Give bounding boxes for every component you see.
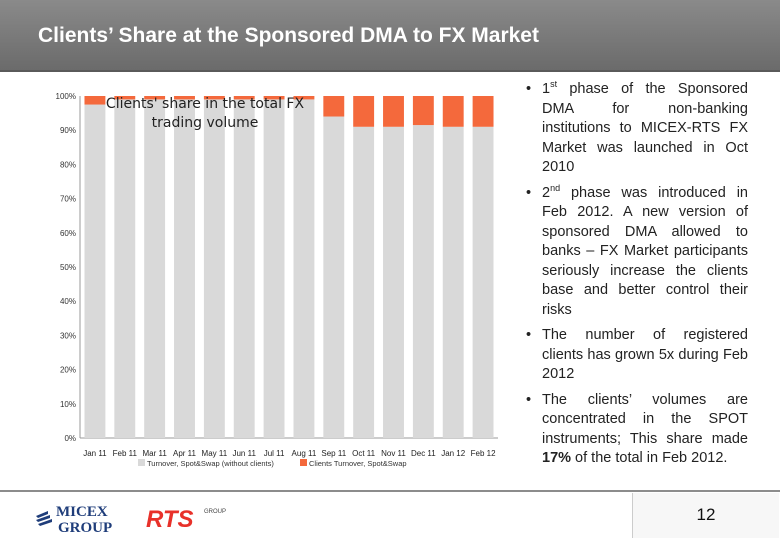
- legend-swatch: [300, 459, 307, 466]
- x-tick-label: Feb 12: [471, 449, 496, 458]
- y-tick-label: 10%: [60, 400, 76, 409]
- y-tick-label: 40%: [60, 297, 76, 306]
- bar-segment: [323, 96, 345, 117]
- rts-logo-group: GROUP: [204, 509, 226, 515]
- bar-segment: [84, 96, 106, 105]
- rts-logo-graphic: RTS GROUP: [146, 506, 226, 533]
- micex-group-logo: MICEX GROUP: [34, 500, 126, 536]
- y-tick-label: 0%: [64, 434, 76, 443]
- y-tick-label: 50%: [60, 263, 76, 272]
- bar-segment: [114, 96, 136, 100]
- micex-logo-word: MICEX: [56, 504, 108, 520]
- chart-canvas: 0% 10% 20% 30% 40% 50% 60% 70% 80% 90% 100% Jan 11 F…: [56, 92, 498, 468]
- x-tick-label: Feb 11: [113, 449, 138, 458]
- bullet-highlight: 17%: [542, 450, 572, 466]
- y-tick-label: 80%: [60, 160, 76, 169]
- x-tick-label: Sep 11: [321, 449, 346, 458]
- bar-segment: [323, 116, 345, 438]
- legend-label: Clients Turnover, Spot&Swap: [309, 459, 407, 468]
- bar-segment: [174, 96, 195, 100]
- bullet-item: • The clients’ volumes are concentrated i…: [520, 391, 748, 469]
- bar-segment: [174, 99, 195, 439]
- bar-segment: [353, 126, 375, 438]
- bar-segment: [84, 104, 106, 439]
- x-tick-label: May 11: [202, 449, 228, 458]
- bullet-text: 2: [542, 184, 551, 201]
- bullet-text-rest: phase was introduced in Feb 2012. A new …: [542, 184, 748, 318]
- x-tick-label: Oct 11: [352, 449, 376, 458]
- bar-segment: [263, 96, 285, 100]
- rts-group-logo: RTS GROUP: [146, 503, 236, 533]
- bullet-text-rest: of the total in Feb 2012.: [571, 450, 728, 466]
- header-divider: [0, 70, 780, 72]
- x-tick-label: Jul 11: [264, 449, 285, 458]
- slide-header: Clients’ Share at the Sponsored DMA to F…: [0, 0, 780, 72]
- bullet-item: • 1st phase of the Sponsored DMA for non-…: [520, 80, 748, 178]
- bullet-marker: •: [526, 391, 532, 408]
- x-tick-label: Jan 12: [441, 449, 466, 458]
- rts-logo-word: RTS: [146, 506, 194, 533]
- micex-logo-group: GROUP: [58, 520, 112, 536]
- bar-segment: [383, 126, 404, 438]
- x-tick-label: Nov 11: [381, 449, 406, 458]
- y-tick-label: 20%: [60, 366, 76, 375]
- legend-swatch: [138, 459, 145, 466]
- legend-label: Turnover, Spot&Swap (without clients): [147, 459, 274, 468]
- bar-segment: [144, 96, 166, 100]
- bullet-item: • The number of registered clients has gr…: [520, 326, 748, 385]
- bar-segment: [203, 96, 225, 100]
- bar-segment: [353, 96, 375, 127]
- bullet-ordinal: st: [550, 79, 558, 90]
- bullet-marker: •: [526, 327, 532, 343]
- bar-segment: [472, 96, 494, 127]
- bullet-item: • 2nd phase was introduced in Feb 2012. A…: [520, 182, 748, 321]
- x-tick-label: Jun 11: [232, 449, 256, 458]
- micex-logo-graphic: MICEX GROUP: [36, 504, 112, 536]
- page-number-box: 12: [632, 493, 779, 538]
- bullet-text: The number of registered clients has gro…: [542, 327, 748, 382]
- bullet-marker: •: [526, 81, 532, 97]
- bullet-text: 1: [542, 81, 551, 97]
- bullet-text-rest: phase of the Sponsored DMA for non-banki…: [542, 81, 748, 175]
- y-tick-label: 90%: [60, 126, 76, 135]
- bar-segment: [472, 126, 494, 438]
- bullet-text: The clients’ volumes are concentrated in…: [542, 391, 748, 447]
- bar-segment: [412, 96, 434, 126]
- bar-segment: [442, 126, 464, 438]
- bar-segment: [293, 96, 315, 100]
- x-tick-label: Apr 11: [173, 449, 197, 458]
- chart-title: Clients' share in the total FX trading v…: [105, 96, 305, 131]
- slide-title: Clients’ Share at the Sponsored DMA to F…: [38, 24, 539, 47]
- y-tick-label: 70%: [60, 195, 76, 204]
- bar-segment: [293, 99, 315, 439]
- y-tick-label: 30%: [60, 331, 76, 340]
- bar-segment: [233, 96, 255, 100]
- footer-divider: [0, 490, 780, 492]
- bar-segment: [412, 125, 434, 438]
- bullet-marker: •: [526, 184, 532, 201]
- bar-segment: [383, 96, 404, 127]
- bar-segment: [263, 99, 285, 439]
- bar-segment: [203, 99, 225, 439]
- x-tick-label: Mar 11: [142, 449, 167, 458]
- bar-segment: [144, 99, 166, 439]
- bar-segment: [442, 96, 464, 127]
- page-number: 12: [696, 505, 716, 524]
- x-tick-label: Jan 11: [83, 449, 107, 458]
- stacked-bar-chart: 0% 10% 20% 30% 40% 50% 60% 70% 80% 90% 100% Jan 11 F…: [20, 78, 520, 470]
- y-tick-label: 100%: [56, 92, 76, 101]
- bar-segment: [233, 99, 255, 439]
- bullet-list: • 1st phase of the Sponsored DMA for non-…: [520, 80, 748, 475]
- y-tick-label: 60%: [60, 229, 76, 238]
- x-tick-label: Dec 11: [411, 449, 436, 458]
- bullet-ordinal: nd: [550, 182, 561, 193]
- x-tick-label: Aug 11: [292, 449, 317, 458]
- bar-segment: [114, 99, 136, 439]
